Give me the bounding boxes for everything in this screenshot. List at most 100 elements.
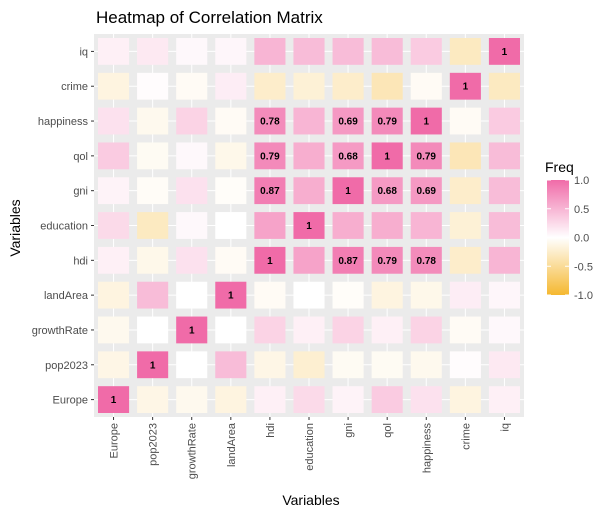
cell-label-gni-hdi: 0.87	[260, 186, 280, 197]
cell-label-happiness-qol: 0.79	[377, 117, 397, 128]
heatmap-cell-crime-education	[293, 72, 325, 100]
y-tick-label-gni: gni	[73, 186, 88, 198]
heatmap-cell-happiness-qol	[371, 107, 403, 135]
cell-label-hdi-qol: 0.79	[377, 256, 397, 267]
x-tick-label-pop2023: pop2023	[148, 423, 160, 466]
legend-tick-label: 1.0	[574, 175, 589, 187]
cell-label-qol-hdi: 0.79	[260, 151, 280, 162]
cell-label-qol-qol: 1	[384, 151, 390, 162]
legend-title: Freq	[545, 159, 574, 175]
heatmap-cell-Europe-hdi	[254, 386, 286, 413]
legend-ticks: 1.0 0.5 0.0 -0.5 -1.0	[547, 175, 593, 302]
heatmap-cell-growthRate-education	[293, 316, 325, 344]
heatmap-cell-Europe-Europe	[98, 386, 130, 413]
y-tick-label-hdi: hdi	[73, 255, 88, 267]
heatmap-cell-landArea-pop2023	[137, 281, 169, 309]
cell-label-crime-crime: 1	[463, 82, 469, 93]
heatmap-cell-hdi-Europe	[98, 246, 130, 274]
heatmap-cell-iq-Europe	[98, 38, 130, 65]
cell-label-gni-qol: 0.68	[377, 186, 397, 197]
cell-label-gni-gni: 1	[345, 186, 351, 197]
cell-label-happiness-gni: 0.69	[338, 117, 358, 128]
heatmap-cell-landArea-growthRate	[176, 281, 208, 309]
heatmap-cell-Europe-happiness	[410, 386, 442, 413]
heatmap-cell-gni-qol	[371, 177, 403, 205]
heatmap-cell-growthRate-pop2023	[137, 316, 169, 344]
heatmap-cell-landArea-happiness	[410, 281, 442, 309]
heatmap-cell-hdi-pop2023	[137, 246, 169, 274]
heatmap-cell-growthRate-iq	[488, 316, 520, 344]
heatmap-cell-education-Europe	[98, 212, 130, 239]
heatmap-cell-growthRate-hdi	[254, 316, 286, 344]
heatmap-cell-education-growthRate	[176, 212, 208, 239]
heatmap-cell-happiness-growthRate	[176, 107, 208, 135]
heatmap-cell-crime-crime	[449, 72, 481, 100]
cell-label-happiness-happiness: 1	[423, 117, 429, 128]
x-tick-label-growthRate: growthRate	[187, 423, 199, 479]
heatmap-cell-pop2023-gni	[332, 351, 364, 379]
heatmap-cell-education-gni	[332, 212, 364, 239]
heatmap-cell-iq-pop2023	[137, 38, 169, 65]
heatmap-cell-hdi-landArea	[215, 246, 247, 274]
heatmap-cell-pop2023-iq	[488, 351, 520, 379]
heatmap-cell-gni-pop2023	[137, 177, 169, 205]
heatmap-cell-qol-growthRate	[176, 142, 208, 170]
heatmap-cell-pop2023-pop2023	[137, 351, 169, 379]
y-axis-title: Variables	[7, 199, 23, 256]
heatmap-cell-qol-hdi	[254, 142, 286, 170]
y-tick-label-iq: iq	[79, 46, 88, 58]
heatmap-cell-landArea-iq	[488, 281, 520, 309]
heatmap-cell-crime-growthRate	[176, 72, 208, 100]
heatmap-cell-qol-gni	[332, 142, 364, 170]
legend-tick-label: -1.0	[574, 290, 593, 302]
heatmap-cell-happiness-gni	[332, 107, 364, 135]
heatmap-cell-gni-education	[293, 177, 325, 205]
cell-label-landArea-landArea: 1	[228, 291, 234, 302]
heatmap-cell-qol-iq	[488, 142, 520, 170]
cell-label-iq-iq: 1	[502, 47, 508, 58]
heatmap-cell-qol-education	[293, 142, 325, 170]
cell-label-qol-happiness: 0.79	[417, 151, 437, 162]
x-tick-label-Europe: Europe	[109, 423, 121, 458]
heatmap-cell-Europe-growthRate	[176, 386, 208, 413]
heatmap-cell-iq-crime	[449, 38, 481, 65]
heatmap-cell-crime-hdi	[254, 72, 286, 100]
heatmap-cell-iq-hdi	[254, 38, 286, 65]
y-tick-label-happiness: happiness	[38, 116, 89, 128]
heatmap-cell-Europe-qol	[371, 386, 403, 413]
heatmap-cell-crime-pop2023	[137, 72, 169, 100]
heatmap-cell-pop2023-qol	[371, 351, 403, 379]
heatmap-cell-iq-education	[293, 38, 325, 65]
heatmap-cell-happiness-education	[293, 107, 325, 135]
heatmap-cell-crime-qol	[371, 72, 403, 100]
x-tick-label-hdi: hdi	[265, 423, 277, 438]
heatmap-cell-landArea-education	[293, 281, 325, 309]
cell-label-growthRate-growthRate: 1	[189, 325, 195, 336]
legend-tick-label: -0.5	[574, 261, 593, 273]
heatmap-cell-landArea-hdi	[254, 281, 286, 309]
heatmap-cell-happiness-happiness	[410, 107, 442, 135]
heatmap-cell-crime-gni	[332, 72, 364, 100]
heatmap-cell-gni-Europe	[98, 177, 130, 205]
heatmap-cell-qol-pop2023	[137, 142, 169, 170]
cell-label-pop2023-pop2023: 1	[150, 360, 156, 371]
heatmap-cell-hdi-gni	[332, 246, 364, 274]
heatmap-cell-education-iq	[488, 212, 520, 239]
x-tick-label-qol: qol	[382, 423, 394, 438]
heatmap-cell-growthRate-landArea	[215, 316, 247, 344]
heatmap-cell-education-crime	[449, 212, 481, 239]
heatmap-cell-landArea-gni	[332, 281, 364, 309]
y-tick-label-Europe: Europe	[53, 395, 88, 407]
heatmap-cell-Europe-gni	[332, 386, 364, 413]
heatmap-cell-growthRate-growthRate	[176, 316, 208, 344]
cell-label-hdi-happiness: 0.78	[417, 256, 437, 267]
y-tick-label-crime: crime	[61, 81, 88, 93]
heatmap-cell-crime-landArea	[215, 72, 247, 100]
y-tick-label-pop2023: pop2023	[45, 360, 88, 372]
legend-colorbar	[547, 180, 569, 295]
heatmap-cell-landArea-Europe	[98, 281, 130, 309]
heatmap-cell-Europe-landArea	[215, 386, 247, 413]
heatmap-cell-education-education	[293, 212, 325, 239]
heatmap-cell-qol-happiness	[410, 142, 442, 170]
